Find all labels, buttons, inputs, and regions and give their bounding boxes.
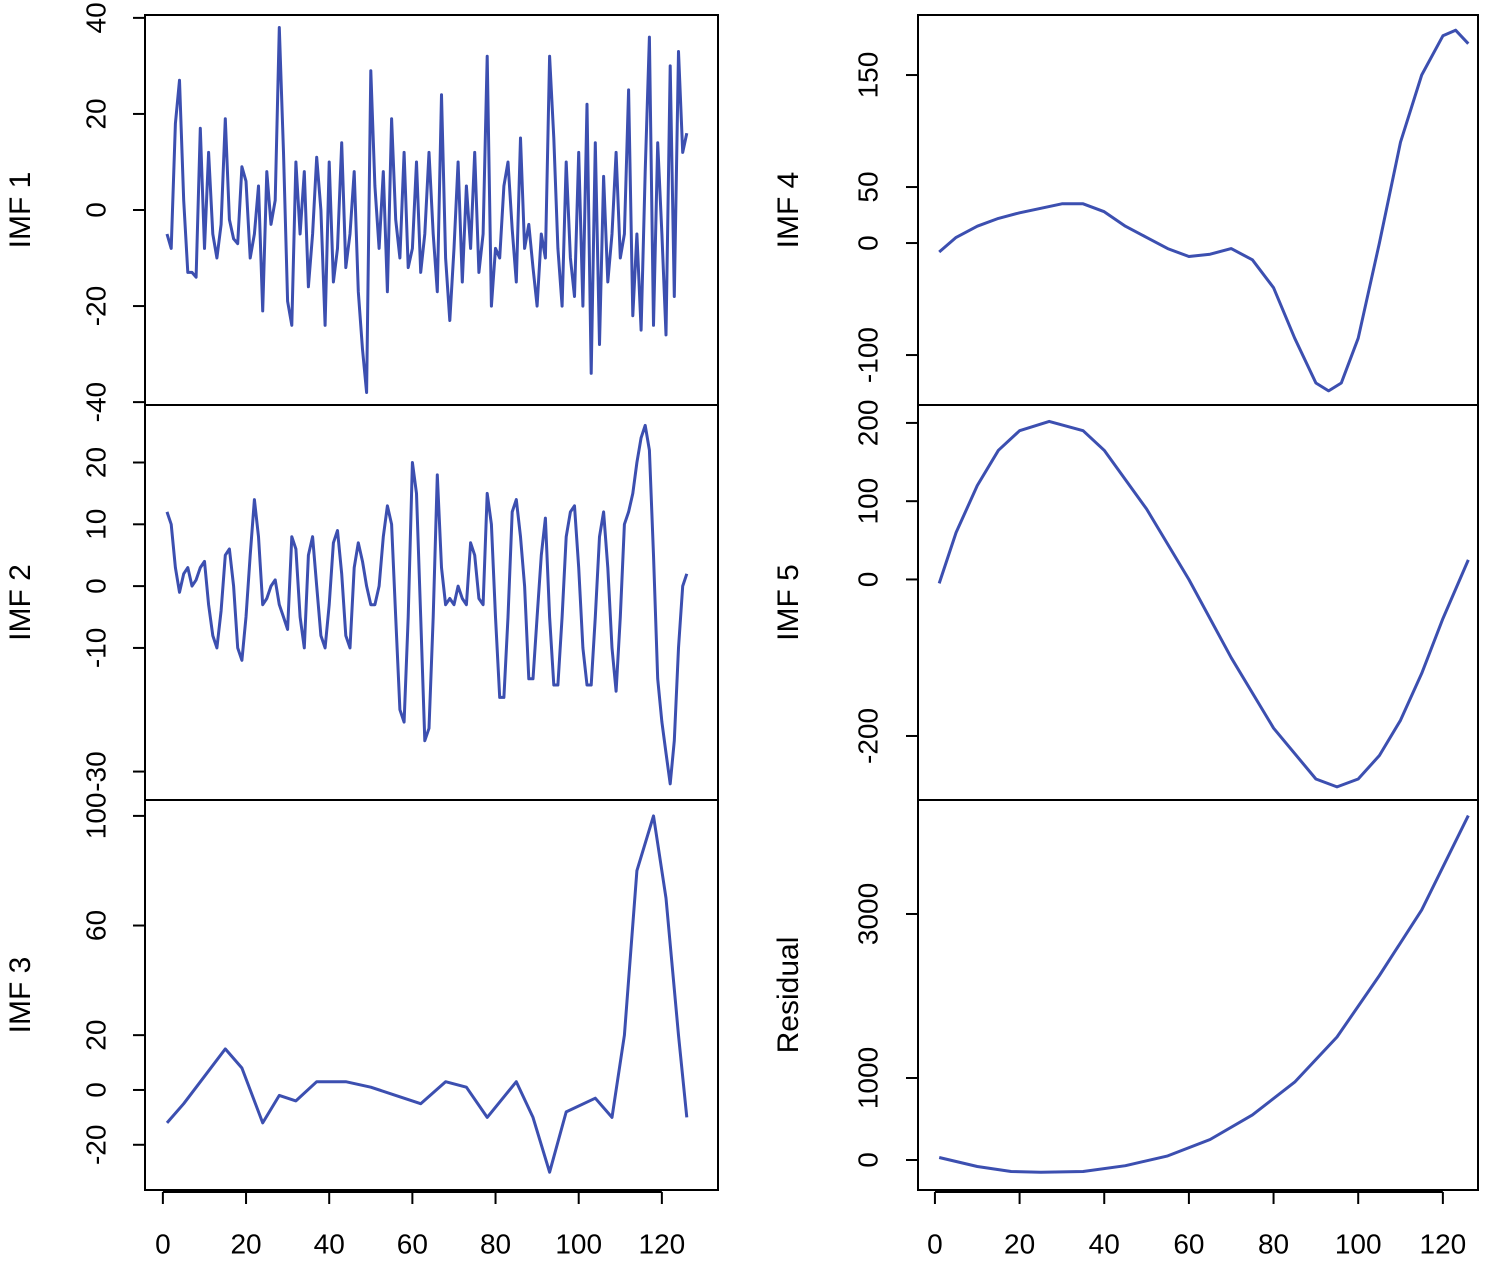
y-tick-label: 0	[80, 202, 111, 218]
x-tick-label: 20	[230, 1228, 261, 1259]
x-tick-label: 0	[155, 1228, 171, 1259]
y-tick-label: -200	[852, 708, 883, 764]
x-tick-label: 120	[1420, 1228, 1467, 1259]
y-tick-label: 0	[852, 235, 883, 251]
y-tick-label: 50	[852, 171, 883, 202]
y-tick-label: 200	[852, 400, 883, 447]
panel-frame	[917, 799, 1479, 1191]
x-tick-label: 0	[927, 1228, 943, 1259]
x-tick-label: 100	[1335, 1228, 1382, 1259]
y-tick-label: 40	[80, 2, 111, 33]
x-tick-label: 80	[1258, 1228, 1289, 1259]
y-axis-title: IMF 4	[772, 172, 805, 249]
y-tick-label: 20	[80, 98, 111, 129]
y-tick-label: -40	[80, 382, 111, 422]
y-axis-title: IMF 1	[4, 172, 37, 249]
y-tick-label: 60	[80, 910, 111, 941]
y-tick-label: 20	[80, 1020, 111, 1051]
y-tick-label: 3000	[852, 883, 883, 945]
y-tick-label: -20	[80, 1125, 111, 1165]
x-tick-label: 60	[397, 1228, 428, 1259]
x-tick-label: 120	[639, 1228, 686, 1259]
y-axis-title: IMF 5	[772, 564, 805, 641]
y-tick-label: -30	[80, 751, 111, 791]
y-tick-label: 0	[80, 1082, 111, 1098]
y-tick-label: 20	[80, 447, 111, 478]
panel-frame	[917, 404, 1479, 801]
x-tick-label: 80	[480, 1228, 511, 1259]
y-tick-label: 1000	[852, 1047, 883, 1109]
y-tick-label: 0	[80, 578, 111, 594]
x-tick-label: 100	[555, 1228, 602, 1259]
y-axis-title: IMF 3	[4, 957, 37, 1034]
data-line	[165, 814, 689, 1174]
data-line	[937, 419, 1470, 789]
panel-frame	[917, 14, 1479, 406]
y-tick-label: -10	[80, 628, 111, 668]
x-tick-label: 40	[1089, 1228, 1120, 1259]
y-tick-label: 100	[80, 793, 111, 840]
x-tick-label: 20	[1004, 1228, 1035, 1259]
y-axis-title: Residual	[772, 937, 805, 1054]
data-line	[938, 28, 1470, 393]
y-tick-label: 10	[80, 509, 111, 540]
data-line	[938, 814, 1470, 1174]
panel-frame	[144, 404, 719, 801]
y-tick-label: -20	[80, 286, 111, 326]
y-tick-label: 100	[852, 478, 883, 525]
y-tick-label: 0	[852, 1152, 883, 1168]
x-tick-label: 40	[314, 1228, 345, 1259]
panel-frame	[144, 799, 719, 1191]
data-line	[165, 26, 689, 394]
data-line	[165, 423, 689, 786]
x-tick-label: 60	[1173, 1228, 1204, 1259]
y-tick-label: -100	[852, 327, 883, 383]
y-axis-title: IMF 2	[4, 564, 37, 641]
y-tick-label: 150	[852, 52, 883, 99]
y-tick-label: 0	[852, 572, 883, 588]
